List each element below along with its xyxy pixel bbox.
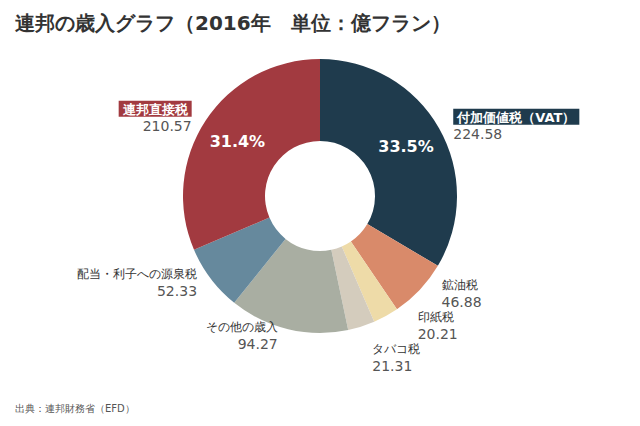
svg-text:33.5%: 33.5% xyxy=(378,137,434,156)
svg-text:連邦の歳入グラフ（2016年 単位：億フラン）: 連邦の歳入グラフ（2016年 単位：億フラン） xyxy=(15,11,451,35)
svg-text:210.57: 210.57 xyxy=(143,118,192,134)
svg-text:52.33: 52.33 xyxy=(157,283,197,299)
svg-text:配当・利子への源泉税: 配当・利子への源泉税 xyxy=(77,267,197,281)
svg-text:46.88: 46.88 xyxy=(442,294,482,310)
svg-text:21.31: 21.31 xyxy=(372,358,412,374)
svg-text:出典：連邦財務省（EFD）: 出典：連邦財務省（EFD） xyxy=(15,403,135,414)
svg-text:20.21: 20.21 xyxy=(418,326,458,342)
svg-text:94.27: 94.27 xyxy=(238,336,278,352)
svg-text:その他の歳入: その他の歳入 xyxy=(206,320,278,334)
svg-text:印紙税: 印紙税 xyxy=(418,310,454,324)
svg-text:付加価値税（VAT）: 付加価値税（VAT） xyxy=(456,110,575,125)
svg-text:31.4%: 31.4% xyxy=(210,132,266,151)
svg-text:224.58: 224.58 xyxy=(453,126,502,142)
svg-text:タバコ税: タバコ税 xyxy=(372,342,420,356)
svg-text:鉱油税: 鉱油税 xyxy=(442,278,478,292)
svg-text:連邦直接税: 連邦直接税 xyxy=(122,102,189,117)
